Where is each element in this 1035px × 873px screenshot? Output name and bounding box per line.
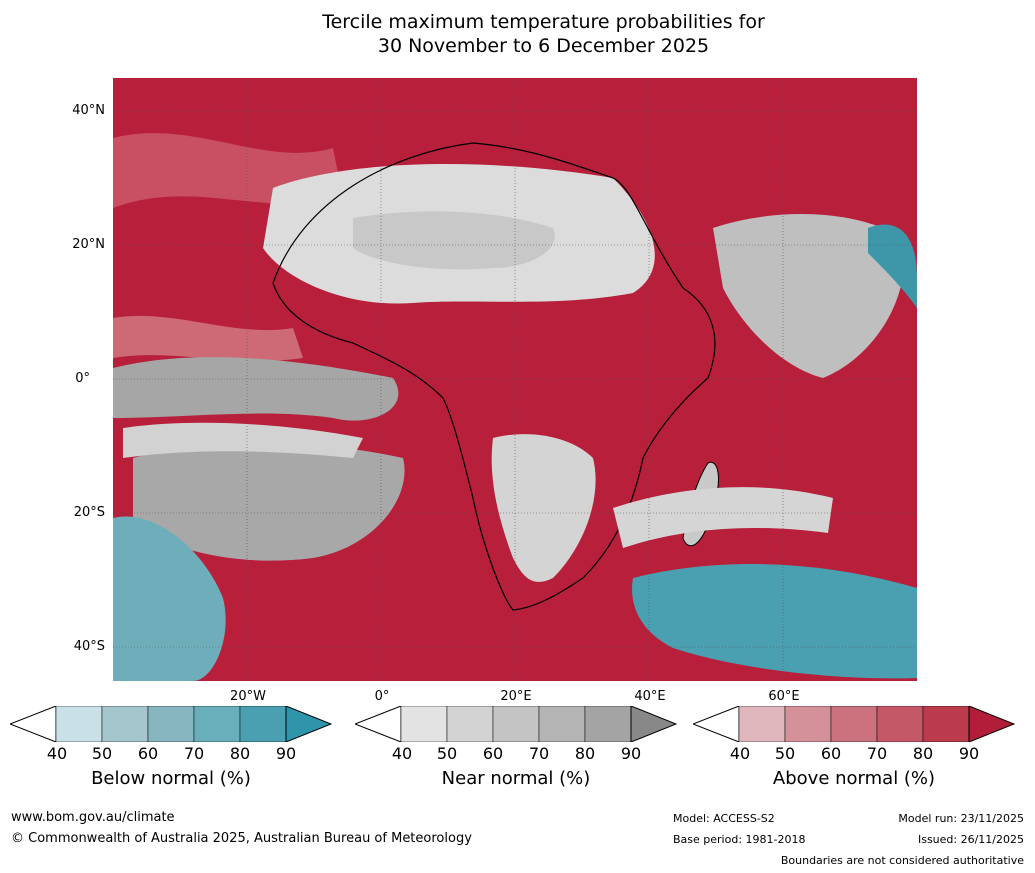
below-tick-60: 60	[137, 744, 159, 763]
near-swatch-60	[492, 705, 540, 743]
lon-label-0: 0°	[374, 689, 390, 704]
near-normal-title: Near normal (%)	[441, 768, 591, 789]
below-tick-40: 40	[46, 744, 68, 763]
above-swatch-60	[830, 705, 878, 743]
near-swatch-80	[584, 705, 632, 743]
above-normal-title: Above normal (%)	[772, 768, 936, 789]
india-below	[868, 224, 917, 308]
below-swatch-50	[101, 705, 149, 743]
lon-label-20w: 20°W	[230, 689, 266, 704]
atlantic-near-normal	[113, 357, 399, 421]
colorbar-below-normal: 40 50 60 70 80 90 Below normal (%)	[8, 705, 333, 806]
lon-label-40e: 40°E	[634, 689, 666, 704]
lat-label-40s: 40°S	[73, 639, 105, 654]
below-normal-title: Below normal (%)	[91, 768, 251, 789]
near-tick-80: 80	[574, 744, 596, 763]
footer-disclaimer: Boundaries are not considered authoritat…	[780, 854, 1024, 867]
lon-label-60e: 60°E	[768, 689, 800, 704]
colorbar-above-swatches	[691, 705, 1016, 743]
south-atlantic-near-normal	[133, 443, 405, 561]
near-triangle-left	[353, 705, 402, 743]
sahara-near-normal-dark	[353, 211, 555, 270]
below-swatch-60	[147, 705, 195, 743]
above-normal-light-band-2	[113, 315, 303, 361]
arabia-near-normal	[713, 214, 905, 378]
above-swatch-50	[784, 705, 832, 743]
above-swatch-40	[738, 705, 786, 743]
near-tick-40: 40	[391, 744, 413, 763]
above-triangle-left	[691, 705, 740, 743]
indian-ocean-below	[632, 564, 917, 679]
above-tick-90: 90	[958, 744, 980, 763]
southwest-atlantic-below	[113, 516, 226, 681]
africa-coastline	[272, 142, 716, 611]
colorbar-near-normal: 40 50 60 70 80 90 Near normal (%)	[353, 705, 678, 806]
below-tick-50: 50	[91, 744, 113, 763]
near-tick-50: 50	[436, 744, 458, 763]
below-tick-80: 80	[229, 744, 251, 763]
lat-label-0: 0°	[75, 371, 90, 386]
footer-issued: Issued: 26/11/2025	[917, 833, 1024, 846]
near-tick-60: 60	[482, 744, 504, 763]
lat-label-40n: 40°N	[72, 103, 105, 118]
colorbar-above-normal: 40 50 60 70 80 90 Above normal (%)	[691, 705, 1016, 806]
near-swatch-50	[446, 705, 494, 743]
near-tick-70: 70	[528, 744, 550, 763]
south-atlantic-near-light	[123, 422, 363, 458]
below-triangle-left	[8, 705, 57, 743]
lat-label-20s: 20°S	[73, 505, 105, 520]
above-triangle-right	[968, 705, 1016, 743]
below-tick-70: 70	[183, 744, 205, 763]
near-swatch-40	[400, 705, 448, 743]
graticule	[113, 78, 917, 681]
above-swatch-80	[922, 705, 970, 743]
above-tick-70: 70	[866, 744, 888, 763]
below-swatch-80	[239, 705, 287, 743]
lon-label-20e: 20°E	[500, 689, 532, 704]
lat-label-20n: 20°N	[72, 237, 105, 252]
title-line-1: Tercile maximum temperature probabilitie…	[322, 11, 765, 33]
below-swatch-40	[55, 705, 103, 743]
colorbar-near-swatches	[353, 705, 678, 743]
above-swatch-70	[876, 705, 924, 743]
below-swatch-70	[193, 705, 241, 743]
southern-africa-near-normal	[491, 434, 596, 582]
above-tick-60: 60	[820, 744, 842, 763]
footer-model: Model: ACCESS-S2	[673, 812, 775, 825]
below-triangle-right	[285, 705, 333, 743]
probability-map	[113, 78, 917, 681]
above-tick-80: 80	[912, 744, 934, 763]
above-tick-40: 40	[729, 744, 751, 763]
below-tick-90: 90	[275, 744, 297, 763]
chart-title: Tercile maximum temperature probabilitie…	[0, 10, 1035, 58]
near-tick-90: 90	[620, 744, 642, 763]
near-triangle-right	[630, 705, 678, 743]
title-line-2: 30 November to 6 December 2025	[377, 35, 710, 57]
footer-copyright: © Commonwealth of Australia 2025, Austra…	[11, 831, 472, 846]
near-swatch-70	[538, 705, 586, 743]
footer-model-run: Model run: 23/11/2025	[898, 812, 1024, 825]
footer-website: www.bom.gov.au/climate	[11, 810, 175, 825]
footer-base-period: Base period: 1981-2018	[673, 833, 806, 846]
indian-ocean-near	[613, 487, 833, 548]
above-tick-50: 50	[774, 744, 796, 763]
colorbar-below-swatches	[8, 705, 333, 743]
